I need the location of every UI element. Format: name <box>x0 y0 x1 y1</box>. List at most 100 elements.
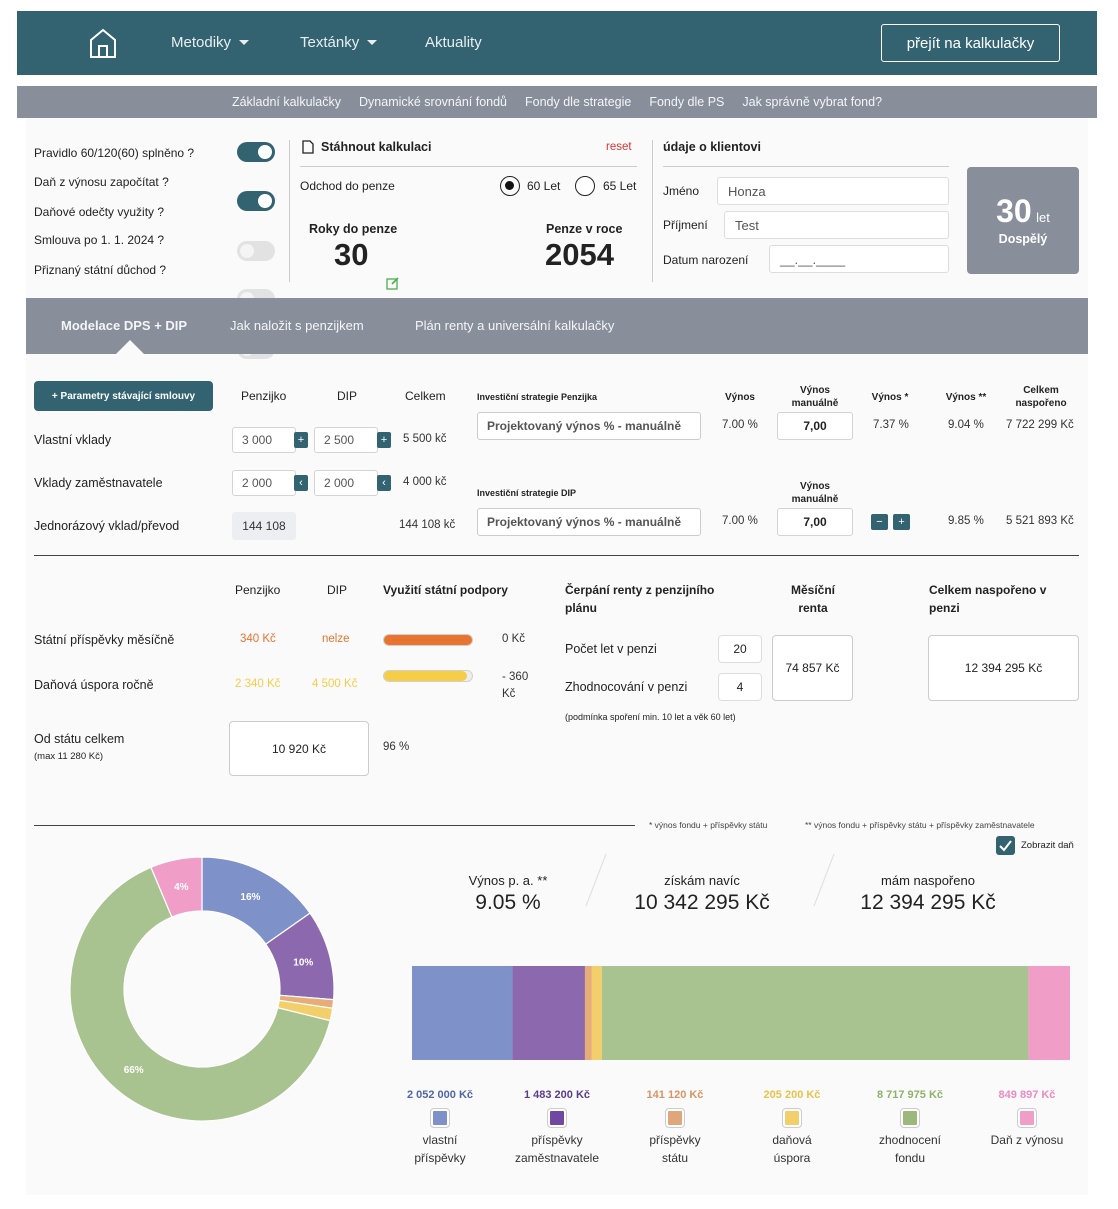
dip-vynos2: 9.85 % <box>948 515 984 527</box>
chevron-left-icon[interactable]: ‹ <box>294 475 308 491</box>
legend-item: 1 483 200 Kč příspěvky zaměstnavatele <box>502 1089 612 1167</box>
first-name-field[interactable]: Honza <box>717 177 949 205</box>
state-contrib-progress <box>383 634 473 646</box>
legend-label-line: zhodnocení <box>878 1133 942 1147</box>
tab-modelace[interactable]: Modelace DPS + DIP <box>61 318 188 333</box>
donut-slice[interactable] <box>69 866 331 1122</box>
divider <box>289 140 290 282</box>
birth-date-field[interactable]: __.__.____ <box>769 245 949 273</box>
subnav-funds-by-strategy[interactable]: Fondy dle strategie <box>525 95 632 109</box>
total-saved-heading: Celkem naspořeno <box>1015 385 1067 409</box>
subnav-fund-comparison[interactable]: Dynamické srovnání fondů <box>359 95 508 109</box>
donut-chart: 16% 10% 66% 4% <box>69 856 335 1122</box>
nav-metodiky[interactable]: Metodiky <box>171 34 250 51</box>
tax-saving-penzijko: 2 340 Kč <box>235 678 281 690</box>
employer-penzijko-input[interactable]: 2 000 <box>232 470 296 496</box>
legend-swatch <box>782 1108 802 1128</box>
toggle-label: Daň z výnosu započítat ? <box>34 175 169 189</box>
stacked-bar-segment[interactable] <box>601 966 1029 1060</box>
state-total-percent: 96 % <box>383 741 410 753</box>
divider <box>300 166 637 167</box>
toggle-switch[interactable] <box>237 191 275 211</box>
donut-label: 16% <box>240 892 260 903</box>
nav-aktuality[interactable]: Aktuality <box>425 34 482 51</box>
plus-icon[interactable]: + <box>294 432 308 448</box>
stacked-bar-segment[interactable] <box>584 966 592 1060</box>
edit-icon[interactable] <box>386 276 400 290</box>
legend-label-line: daňová <box>772 1133 812 1147</box>
radio-65-label: 65 Let <box>603 179 637 193</box>
monthly-renta-value: 74 857 Kč <box>772 635 853 701</box>
renta-title: Čerpání renty z penzijního plánu <box>565 583 715 615</box>
penzijko-vynos1: 7.37 % <box>873 419 909 431</box>
chevron-left-icon[interactable]: ‹ <box>377 475 391 491</box>
download-calculation-link[interactable]: Stáhnout kalkulaci <box>321 140 432 154</box>
total-in-retirement-label: Celkem naspořeno v penzi <box>929 583 1047 615</box>
document-icon[interactable] <box>302 140 314 154</box>
state-contrib-penzijko: 340 Kč <box>240 633 276 645</box>
divider <box>663 166 949 167</box>
penzijko-strategy-select[interactable]: Projektovaný výnos % - manuálně <box>477 412 701 440</box>
support-col-dip: DIP <box>327 583 348 597</box>
years-to-retirement-value: 30 <box>334 237 369 272</box>
plus-icon[interactable]: + <box>377 432 391 448</box>
legend-item: 849 897 Kč Daň z výnosu <box>972 1089 1082 1149</box>
legend-swatch <box>547 1108 567 1128</box>
subnav-how-to-choose[interactable]: Jak správně vybrat fond? <box>742 95 883 109</box>
divider <box>812 852 836 908</box>
dip-manual-input[interactable]: 7,00 <box>777 508 853 536</box>
legend-label-line: zaměstnavatele <box>514 1151 600 1165</box>
tax-saving-value: - 360 Kč <box>502 671 529 700</box>
tab-jak-nalozit[interactable]: Jak naložit s penzijkem <box>230 318 364 333</box>
tab-bar <box>26 298 1088 354</box>
reset-link[interactable]: reset <box>606 141 632 153</box>
divider <box>34 825 635 826</box>
stacked-bar-segment[interactable] <box>412 966 513 1060</box>
dip-strategy-select[interactable]: Projektovaný výnos % - manuálně <box>477 508 701 536</box>
legend-item: 141 120 Kč příspěvky státu <box>620 1089 730 1167</box>
home-icon[interactable] <box>88 27 118 59</box>
monthly-renta-label: Měsíční renta <box>790 583 835 615</box>
years-in-retirement-input[interactable]: 20 <box>718 635 762 663</box>
state-contrib-dip: nelze <box>322 633 350 645</box>
appreciation-input[interactable]: 4 <box>718 673 762 701</box>
penzijko-manual-input[interactable]: 7,00 <box>777 412 853 440</box>
age-value: 30 <box>996 193 1032 229</box>
legend-swatch <box>665 1108 685 1128</box>
radio-65[interactable] <box>575 176 595 196</box>
employer-dip-input[interactable]: 2 000 <box>314 470 378 496</box>
subnav-funds-by-ps[interactable]: Fondy dle PS <box>649 95 725 109</box>
subnav-basic-calculators[interactable]: Základní kalkulačky <box>231 95 342 109</box>
toggle-switch[interactable] <box>237 142 275 162</box>
toggle-switch[interactable] <box>237 241 275 261</box>
kpi-yield-value: 9.05 % <box>475 891 541 914</box>
minus-icon[interactable]: − <box>871 514 888 530</box>
donut-slice[interactable] <box>150 856 203 918</box>
strategy-dip-heading: Investiční strategie DIP <box>477 488 577 498</box>
state-total-label: Od státu celkem <box>34 732 125 746</box>
onetime-penzijko-value[interactable]: 144 108 <box>232 512 296 540</box>
own-penzijko-input[interactable]: 3 000 <box>232 427 296 453</box>
appreciation-label: Zhodnocování v penzi <box>565 680 688 694</box>
legend-label: daňová úspora <box>737 1131 847 1167</box>
toggle-label: Daňové odečty využity ? <box>34 205 165 219</box>
stacked-bar-segment[interactable] <box>591 966 602 1060</box>
go-to-calculators-button[interactable]: přejít na kalkulačky <box>881 24 1060 62</box>
years-in-retirement-label: Počet let v penzi <box>565 642 657 656</box>
show-tax-checkbox[interactable] <box>996 836 1015 855</box>
plus-icon[interactable]: + <box>893 514 910 530</box>
contract-params-button[interactable]: + Parametry stávající smlouvy <box>34 381 213 411</box>
nav-textanky[interactable]: Textánky <box>300 34 378 51</box>
state-contrib-label: Státní příspěvky měsíčně <box>34 633 175 647</box>
radio-60[interactable] <box>500 176 520 196</box>
vynos1-heading: Výnos * <box>871 392 909 403</box>
legend-swatch <box>430 1108 450 1128</box>
stacked-bar-segment[interactable] <box>512 966 585 1060</box>
last-name-field[interactable]: Test <box>724 211 949 239</box>
own-dip-input[interactable]: 2 500 <box>314 427 378 453</box>
legend-swatch <box>900 1108 920 1128</box>
years-to-retirement-label: Roky do penze <box>309 222 398 236</box>
stacked-bar-segment[interactable] <box>1028 966 1070 1060</box>
show-tax-label: Zobrazit daň <box>1021 840 1074 851</box>
tab-plan-renty[interactable]: Plán renty a universální kalkulačky <box>415 318 615 333</box>
